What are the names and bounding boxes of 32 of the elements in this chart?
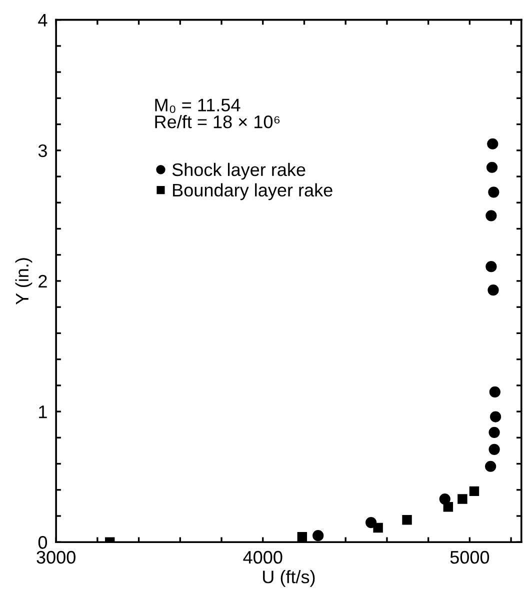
point — [487, 138, 498, 150]
point — [373, 522, 383, 533]
x-tick-label: 5000 — [450, 550, 490, 564]
legend-label: Boundary layer rake — [173, 183, 332, 200]
y-axis-title: Y (in.) — [15, 258, 32, 304]
point — [486, 162, 498, 173]
point — [485, 460, 496, 472]
point — [443, 502, 454, 512]
annotation: M₀ = 11.54 — [155, 98, 240, 113]
point — [490, 411, 502, 422]
point — [488, 426, 500, 438]
y-tick-label: 2 — [38, 274, 47, 288]
point — [488, 186, 500, 198]
point — [486, 210, 497, 222]
annotation: Re/ft = 18 × 10⁶ — [155, 115, 280, 128]
y-tick-label: 4 — [38, 14, 48, 26]
legend-label: Shock layer rake — [172, 162, 306, 180]
x-tick-label: 3000 — [36, 550, 76, 564]
x-tick-label: 4000 — [243, 550, 282, 564]
point — [312, 530, 324, 542]
point — [297, 532, 308, 542]
y-tick-label: 1 — [39, 406, 47, 418]
point — [489, 386, 500, 398]
y-tick-label: 0 — [38, 536, 48, 549]
point — [458, 494, 468, 504]
point — [486, 261, 497, 272]
y-tick-label: 3 — [38, 144, 47, 158]
point — [488, 444, 500, 455]
point — [488, 284, 499, 296]
x-axis-title: U (ft/s) — [263, 570, 315, 587]
point — [402, 515, 412, 525]
point — [469, 486, 480, 496]
